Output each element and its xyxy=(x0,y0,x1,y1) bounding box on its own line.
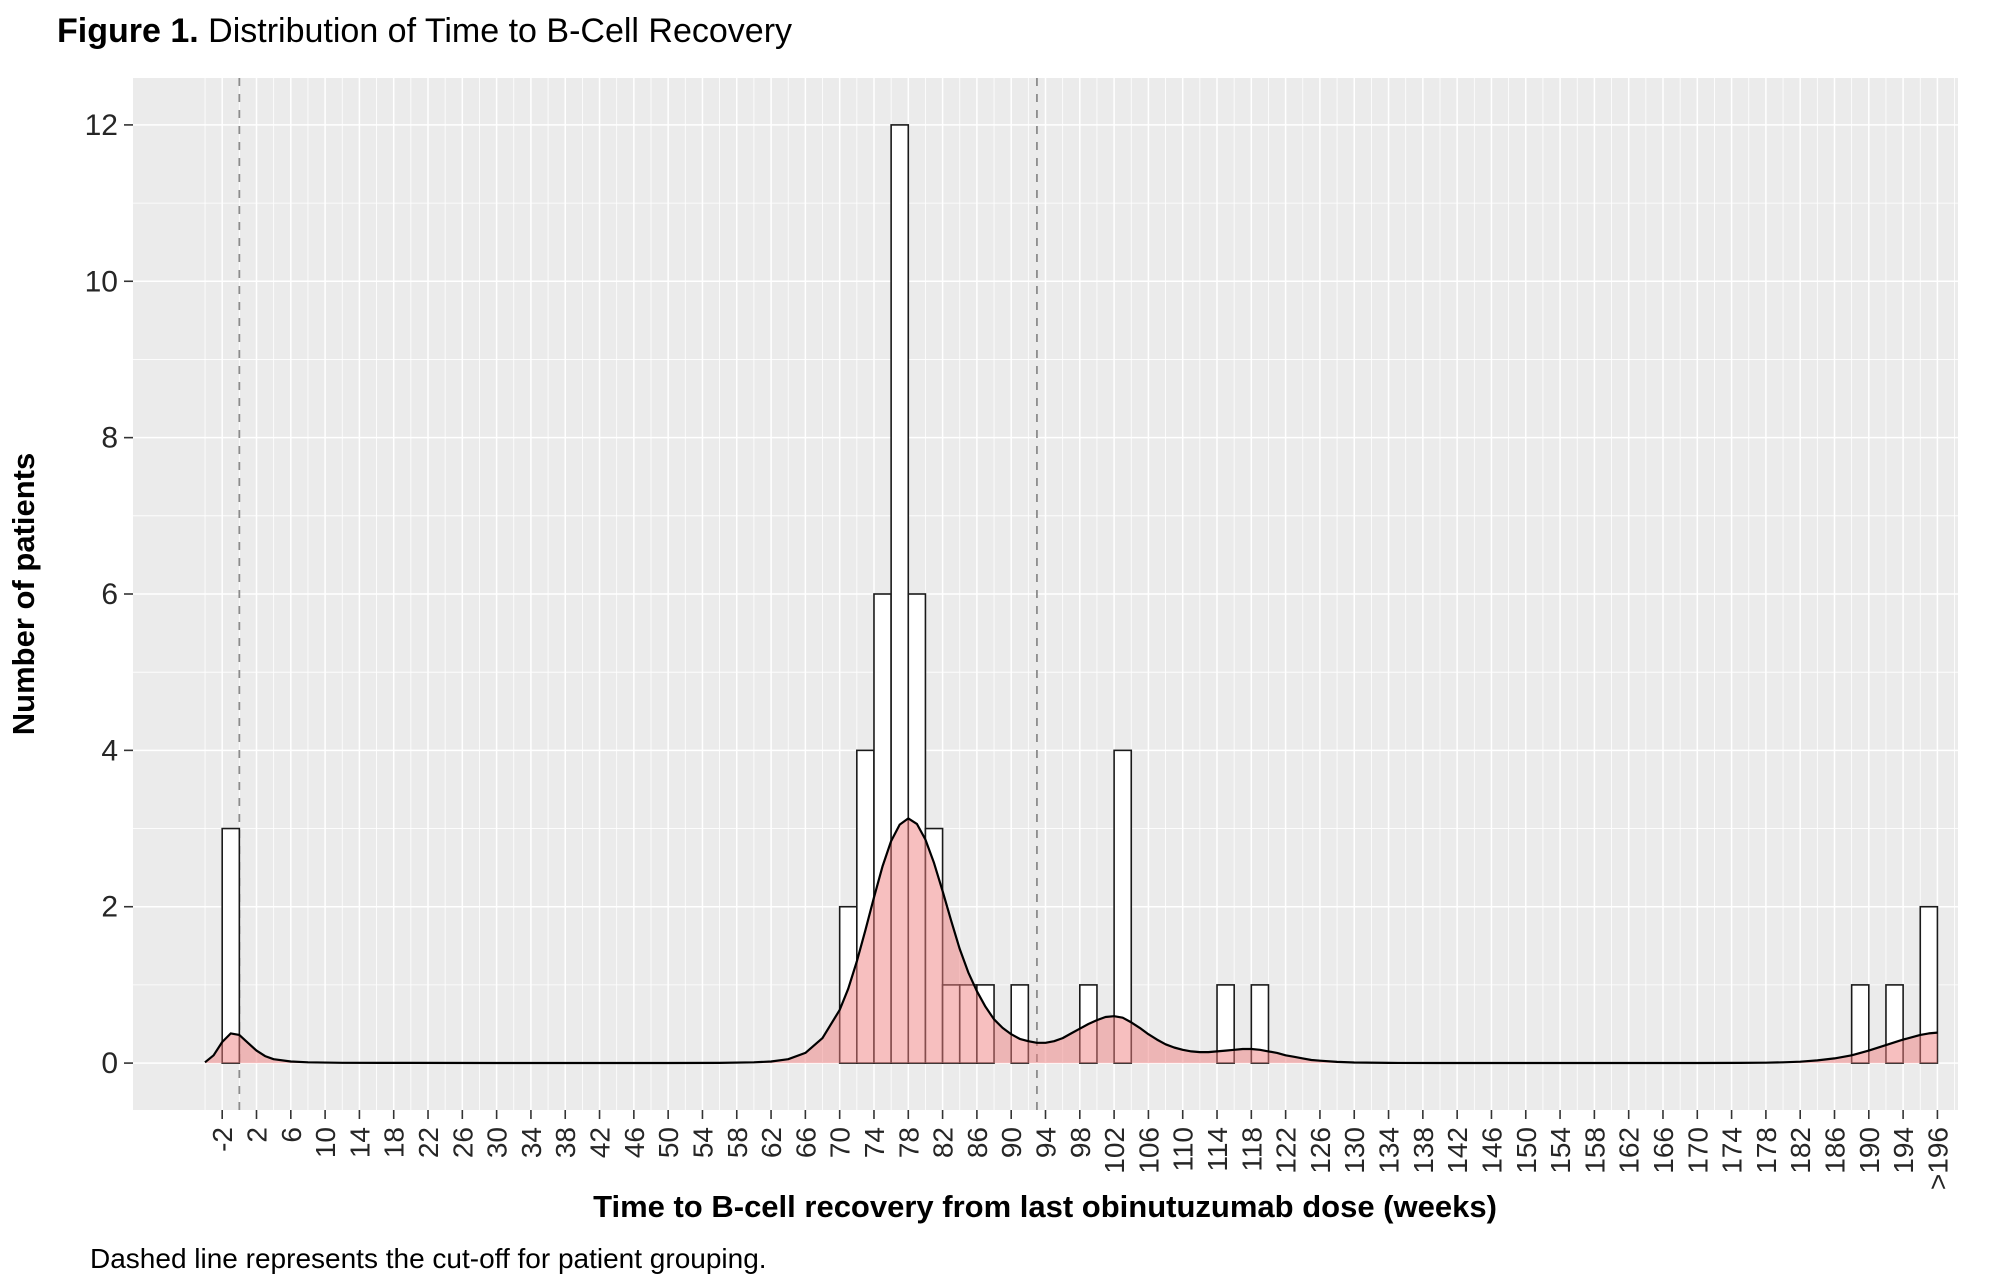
y-tick-label: 8 xyxy=(101,422,118,455)
footnote: Dashed line represents the cut-off for p… xyxy=(90,1243,767,1274)
x-tick-label: 118 xyxy=(1236,1127,1267,1172)
x-tick-label: 18 xyxy=(379,1127,410,1158)
x-tick-label: 166 xyxy=(1648,1127,1679,1174)
x-tick-label: 174 xyxy=(1717,1127,1748,1174)
x-tick-label: 134 xyxy=(1374,1127,1405,1174)
y-tick-label: 4 xyxy=(101,734,118,767)
x-tick-label: 58 xyxy=(722,1127,753,1158)
x-tick-label: 138 xyxy=(1408,1127,1439,1174)
x-tick-label: 38 xyxy=(550,1127,581,1158)
y-tick-label: 12 xyxy=(85,109,118,142)
density-curve xyxy=(204,817,1938,1065)
x-tick-label: 170 xyxy=(1682,1127,1713,1174)
x-tick-label: 98 xyxy=(1065,1127,1096,1158)
x-tick-label: 70 xyxy=(825,1127,856,1158)
x-tick-label: 162 xyxy=(1614,1127,1645,1174)
x-tick-label: 90 xyxy=(996,1127,1027,1158)
x-tick-label: 110 xyxy=(1168,1127,1199,1172)
x-tick-label: 102 xyxy=(1099,1127,1130,1174)
x-tick-label: 2 xyxy=(241,1127,272,1143)
x-tick-label: 106 xyxy=(1133,1127,1164,1174)
x-tick-label: 78 xyxy=(893,1127,924,1158)
y-axis-title: Number of patients xyxy=(6,453,41,735)
x-axis-title: Time to B-cell recovery from last obinut… xyxy=(593,1189,1497,1224)
x-tick-label: 182 xyxy=(1785,1127,1816,1174)
x-tick-label: 6 xyxy=(276,1127,307,1143)
x-tick-label: 158 xyxy=(1579,1127,1610,1174)
figure-title: Figure 1. Distribution of Time to B-Cell… xyxy=(57,12,792,51)
x-tick-label: 194 xyxy=(1888,1127,1919,1174)
x-tick-label: 126 xyxy=(1305,1127,1336,1174)
x-tick-label: 14 xyxy=(344,1127,375,1158)
x-tick-label: 146 xyxy=(1476,1127,1507,1174)
x-tick-label: 34 xyxy=(516,1127,547,1158)
x-tick-label: 142 xyxy=(1442,1127,1473,1174)
x-tick-label: 154 xyxy=(1545,1127,1576,1174)
x-tick-label: 186 xyxy=(1820,1127,1851,1174)
x-tick-label: -2 xyxy=(207,1127,238,1152)
histogram-chart: -2 2 6 10 14 18 22 26 30 34 38 42 46 50 54 58 62 66 70 74 78… xyxy=(6,78,1958,1224)
y-tick-label: 0 xyxy=(101,1047,118,1080)
x-tick-label: 178 xyxy=(1751,1127,1782,1174)
x-tick-label: 130 xyxy=(1339,1127,1370,1174)
x-tick-label: 26 xyxy=(447,1127,478,1158)
x-tick-label: 10 xyxy=(310,1127,341,1158)
x-tick-label: 94 xyxy=(1031,1127,1062,1158)
x-tick-label: 86 xyxy=(962,1127,993,1158)
x-tick-label: 190 xyxy=(1854,1127,1885,1174)
x-tick-label: 114 xyxy=(1202,1127,1233,1172)
x-tick-label: 82 xyxy=(928,1127,959,1158)
x-tick-label: 150 xyxy=(1511,1127,1542,1174)
x-tick-label: 66 xyxy=(790,1127,821,1158)
y-tick-label: 6 xyxy=(101,578,118,611)
y-tick-label: 10 xyxy=(85,265,118,298)
x-tick-label: 42 xyxy=(585,1127,616,1158)
y-tick-label: 2 xyxy=(101,891,118,924)
histogram-bar xyxy=(221,827,241,1064)
x-tick-label: 122 xyxy=(1271,1127,1302,1174)
x-tick-label: 22 xyxy=(413,1127,444,1158)
x-tick-label: 74 xyxy=(859,1127,890,1158)
figure-number-label: Figure 1. xyxy=(57,12,199,50)
x-tick-label: 50 xyxy=(653,1127,684,1158)
plot-area: -2 2 6 10 14 18 22 26 30 34 38 42 46 50 54 58 62 66 70 74 78… xyxy=(85,78,1958,1190)
x-tick-label: >196 xyxy=(1922,1127,1953,1190)
x-tick-label: 62 xyxy=(756,1127,787,1158)
figure-title-text: Distribution of Time to B-Cell Recovery xyxy=(208,12,793,50)
x-tick-label: 30 xyxy=(482,1127,513,1158)
x-tick-label: 46 xyxy=(619,1127,650,1158)
x-tick-label: 54 xyxy=(687,1127,718,1158)
